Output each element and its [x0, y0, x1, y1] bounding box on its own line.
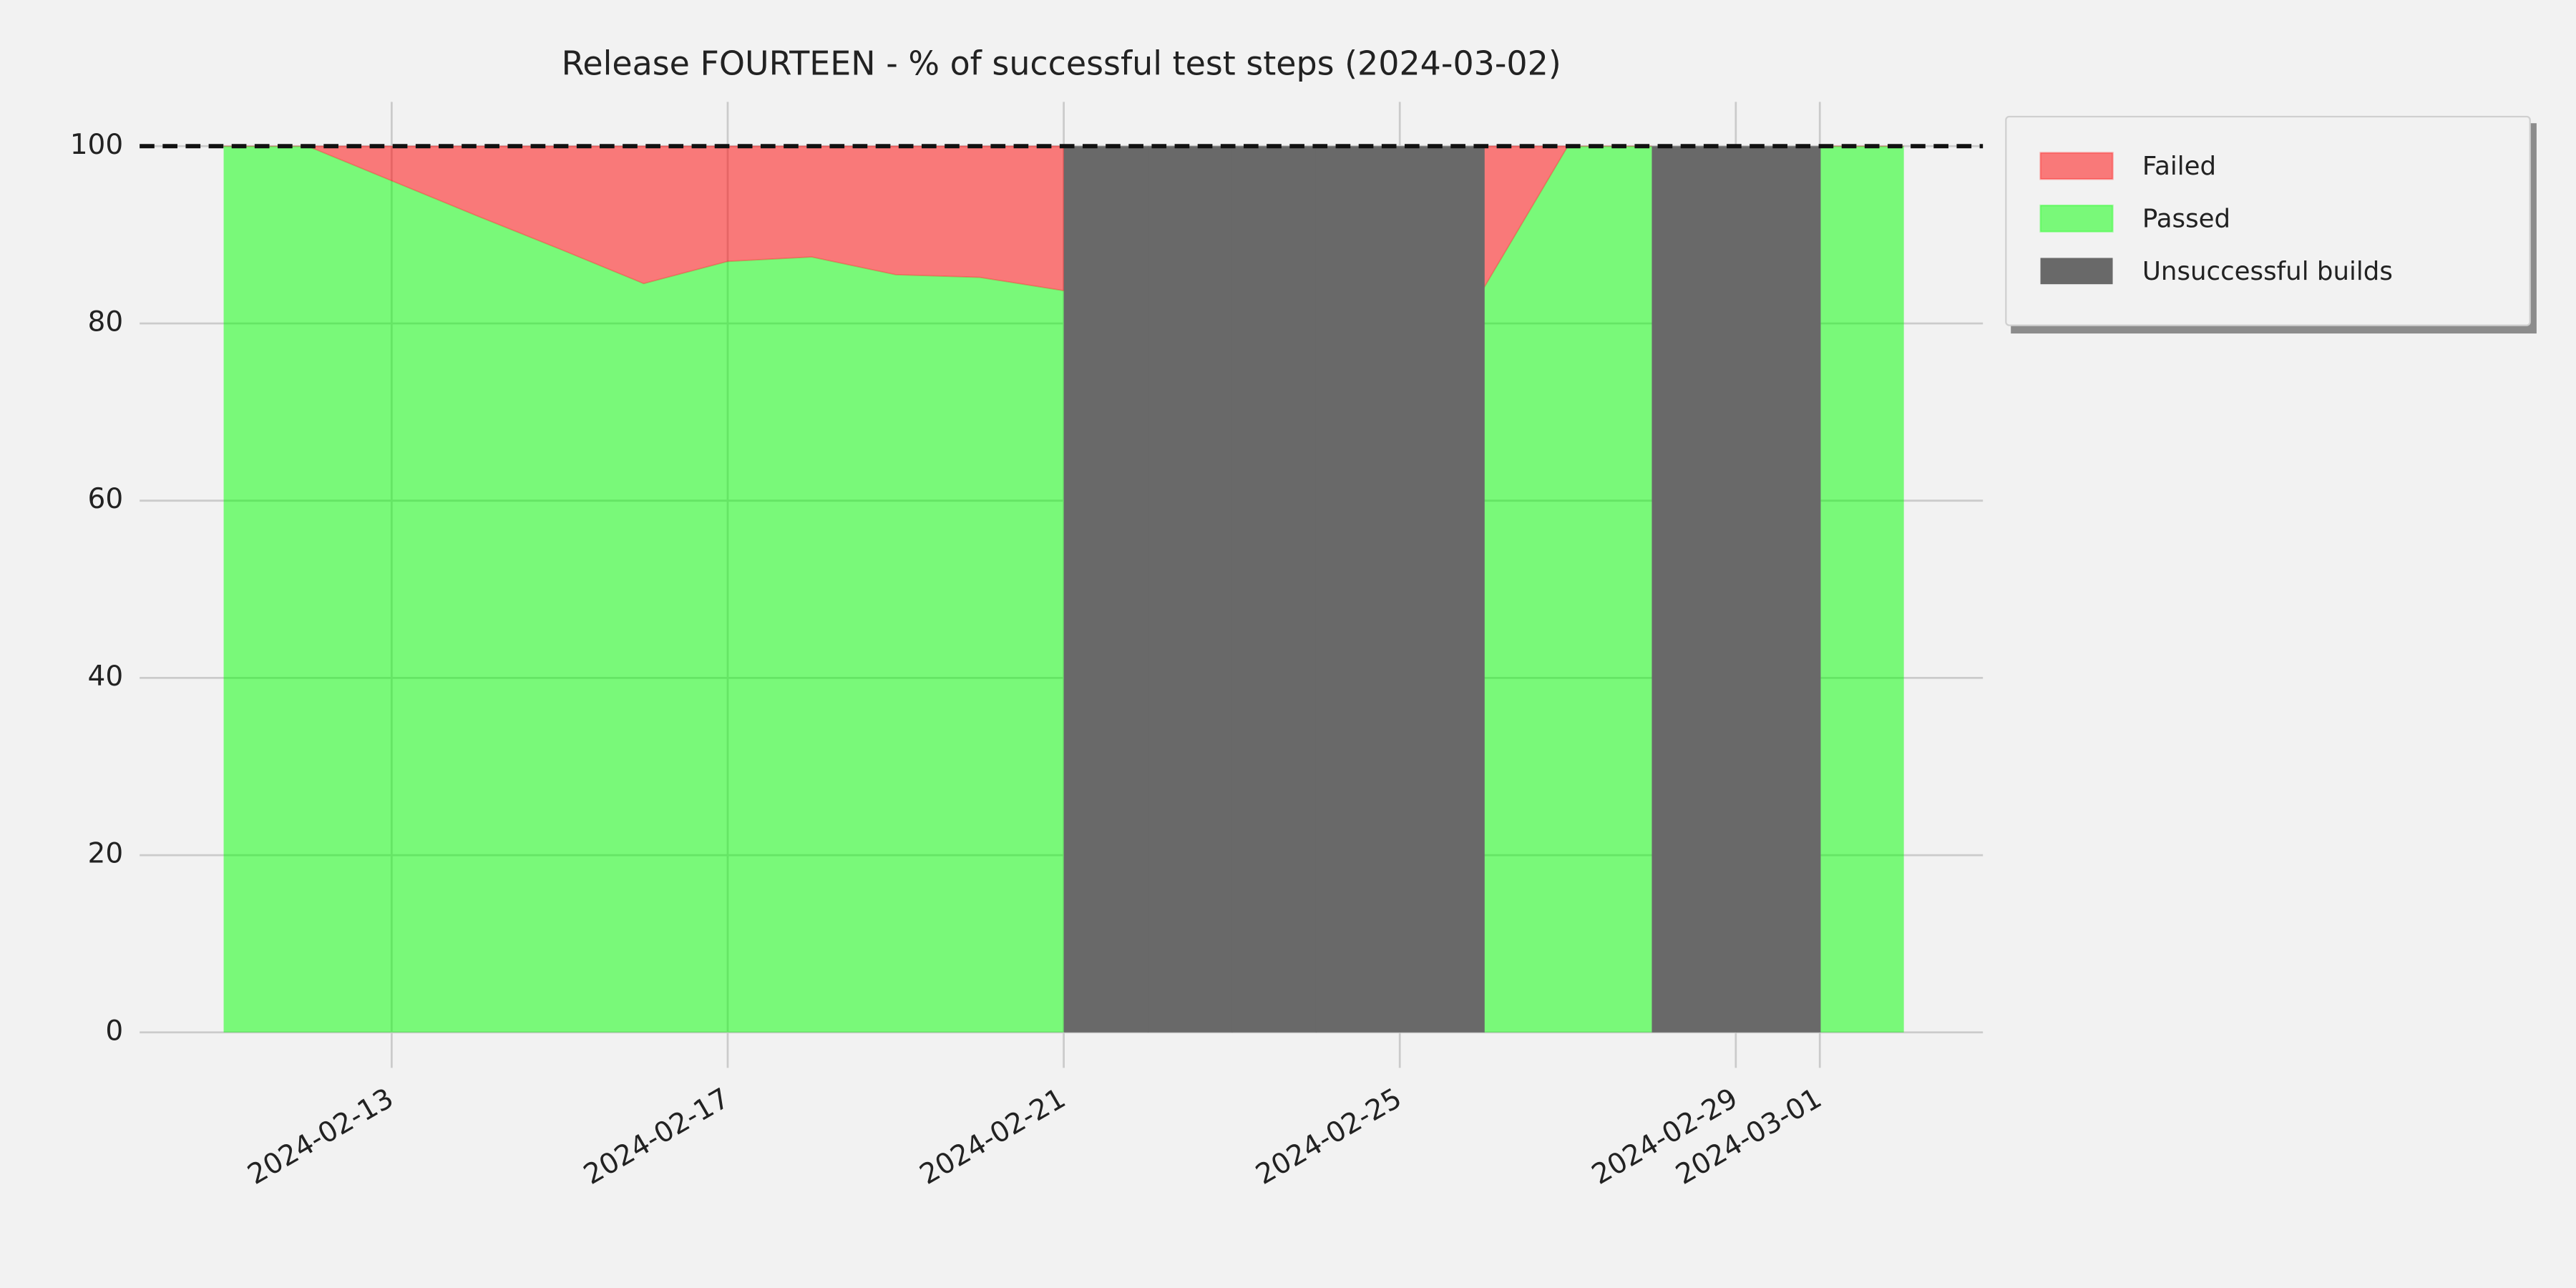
x-tick-label: 2024-02-17: [578, 1082, 735, 1191]
y-tick-label: 0: [105, 1015, 123, 1047]
chart-title: Release FOURTEEN - % of successful test …: [562, 44, 1561, 82]
passed-area: [1820, 146, 1904, 1033]
legend-swatch: [2039, 204, 2114, 233]
legend-label: Passed: [2142, 205, 2230, 234]
y-tick-label: 20: [88, 838, 124, 870]
unsuccessful-build: [1063, 146, 1149, 1033]
y-tick-label: 80: [88, 306, 124, 338]
unsuccessful-build: [1315, 146, 1401, 1033]
passed-area: [223, 146, 1064, 1033]
unsuccessful-build: [1652, 146, 1737, 1033]
x-tick-label: 2024-02-21: [914, 1082, 1071, 1191]
unsuccessful-build: [1231, 146, 1317, 1033]
legend-swatch: [2040, 258, 2113, 285]
unsuccessful-build: [1735, 146, 1821, 1033]
legend-label: Failed: [2142, 152, 2216, 181]
unsuccessful-build: [1400, 146, 1485, 1033]
legend: Failed Passed Unsuccessful builds: [2005, 115, 2537, 334]
legend-label: Unsuccessful builds: [2142, 257, 2393, 286]
passed-area: [1483, 146, 1652, 1033]
x-tick-label: 2024-02-25: [1251, 1082, 1407, 1191]
y-tick-label: 100: [70, 129, 123, 161]
y-tick-label: 40: [88, 660, 124, 693]
unsuccessful-build: [1148, 146, 1233, 1033]
x-tick-label: 2024-02-13: [243, 1082, 399, 1191]
legend-box: [2005, 115, 2531, 326]
y-tick-label: 60: [88, 483, 124, 515]
legend-swatch: [2039, 152, 2114, 180]
